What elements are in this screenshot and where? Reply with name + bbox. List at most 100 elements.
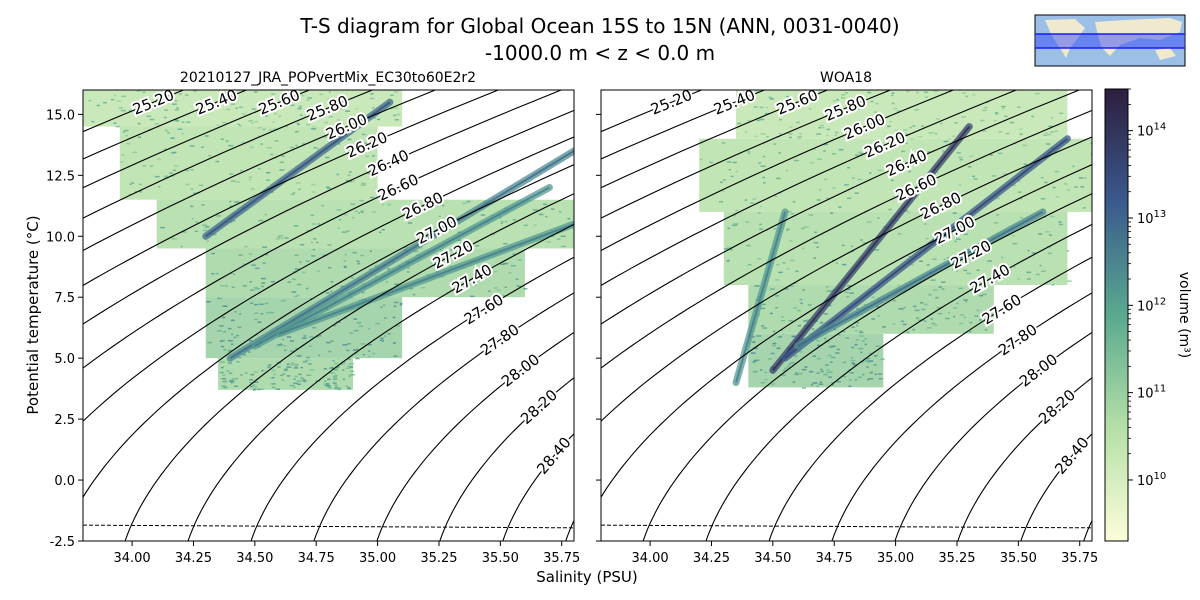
left-plot-frame: [82, 89, 575, 542]
ts-volume-speckle: [88, 90, 401, 128]
left-panel-title: 20210127_JRA_POPvertMix_EC30to60E2r2: [180, 70, 476, 86]
right-panel-title: WOA18: [820, 70, 872, 86]
colorbar-gradient: [1104, 88, 1129, 542]
isopycnal-line: [705, 223, 1092, 541]
isopycnal-label: 28.20: [1035, 386, 1079, 428]
y-tick-label: 12.5: [46, 169, 75, 184]
left-y-axis: -2.5 0.0 2.5 5.0 7.5 10.0 12.5 15.0: [46, 108, 83, 550]
ts-volume-speckle: [750, 334, 885, 389]
x-tick-label: 34.75: [298, 551, 335, 566]
isopycnal-line: [1020, 432, 1092, 541]
isopycnal-line: [83, 90, 499, 287]
freezing-point-line: [83, 524, 574, 529]
ts-volume-ridge-core: [784, 137, 1069, 359]
x-tick-label: 34.00: [113, 551, 150, 566]
right-plot-frame: [600, 89, 1093, 542]
isopycnal-label: 28.00: [1016, 350, 1061, 390]
x-tick-label: 34.75: [816, 551, 853, 566]
ts-volume-region: [748, 333, 884, 388]
right-x-axis: 34.00 34.25 34.50 34.75 35.00 35.25 35.50 35.75: [631, 541, 1098, 566]
ts-volume-ridge-core: [229, 150, 574, 360]
isopycnal-label: 27.80: [995, 320, 1041, 359]
isopycnal-line: [601, 109, 1092, 369]
ts-volume-speckle: [206, 297, 403, 360]
colorbar-tick-label: 1010: [1137, 471, 1166, 489]
x-tick-label: 35.75: [543, 551, 580, 566]
isopycnal-line: [439, 377, 574, 541]
isopycnal-line: [601, 136, 1092, 422]
isopycnal-line: [601, 90, 891, 219]
y-tick-label: 2.5: [54, 413, 75, 428]
x-tick-label: 35.00: [359, 551, 396, 566]
isopycnal-line: [124, 193, 574, 541]
ts-volume-speckle: [218, 358, 355, 391]
isopycnal-line: [83, 90, 373, 219]
x-tick-label: 34.25: [175, 551, 212, 566]
ts-volume-region: [218, 358, 354, 390]
ts-volume-ridge-core: [735, 211, 787, 383]
isopycnal-line: [502, 432, 574, 541]
right-density-contours: [601, 90, 1092, 541]
isopycnal-line: [601, 90, 954, 252]
isopycnal-line: [894, 331, 1092, 541]
isopycnal-label: 28.40: [1051, 434, 1093, 478]
isopycnal-line: [642, 193, 1092, 541]
colorbar-tick-label: 1012: [1137, 296, 1166, 314]
x-tick-label: 35.50: [482, 551, 519, 566]
isopycnal-line: [831, 292, 1092, 541]
isopycnal-line: [601, 90, 1017, 287]
x-tick-label: 35.25: [420, 551, 457, 566]
x-tick-label: 35.50: [1000, 551, 1037, 566]
colorbar-ticks: 1010 1011 1012 1013 1014: [1128, 88, 1166, 489]
right-y-axis: [596, 113, 601, 542]
y-tick-label: 5.0: [54, 352, 75, 367]
isopycnal-line: [83, 90, 436, 252]
ts-volume-ridge-core: [279, 223, 574, 335]
ts-volume-region: [83, 90, 403, 127]
isopycnal-line: [601, 164, 1092, 499]
x-tick-label: 34.50: [236, 551, 273, 566]
isopycnal-line: [601, 90, 1080, 325]
isopycnal-line: [187, 223, 574, 541]
y-tick-label: 10.0: [46, 230, 75, 245]
y-axis-label: Potential temperature (°C): [24, 215, 42, 414]
y-tick-label: 15.0: [46, 108, 75, 123]
ts-volume-ridge-core: [772, 125, 971, 371]
ts-volume-ridge-core: [796, 211, 1044, 347]
right-volume-heatmap: [699, 90, 1092, 389]
isopycnal-label: 28.40: [533, 434, 575, 478]
isopycnal-line: [83, 109, 574, 369]
colorbar-tick-label: 1011: [1137, 384, 1166, 402]
freezing-point-line: [601, 524, 1092, 529]
isopycnal-label: 28.00: [498, 350, 543, 390]
left-x-axis: 34.00 34.25 34.50 34.75 35.00 35.25 35.50 35.75: [113, 541, 580, 566]
right-ts-panel: 25.20 25.40 25.60 25.8026.0026.2026.4026.60…: [596, 86, 1098, 566]
figure-title-line1: T-S diagram for Global Ocean 15S to 15N …: [299, 14, 899, 38]
isopycnal-line: [83, 136, 574, 422]
ts-volume-ridge-core: [254, 186, 550, 347]
isopycnal-line: [83, 90, 310, 189]
x-tick-label: 34.00: [631, 551, 668, 566]
world-map-region-icon: [1034, 14, 1186, 67]
colorbar-tick-label: 1013: [1137, 209, 1166, 227]
x-tick-label: 35.00: [877, 551, 914, 566]
y-tick-label: 7.5: [54, 291, 75, 306]
isopycnal-line: [768, 256, 1092, 541]
x-tick-label: 35.75: [1061, 551, 1098, 566]
isopycnal-line: [376, 331, 574, 541]
x-axis-label: Salinity (PSU): [536, 568, 638, 586]
isopycnal-label: 25.20: [648, 86, 695, 119]
figure-title-line2: -1000.0 m < z < 0.0 m: [485, 41, 715, 65]
isopycnal-line: [83, 90, 562, 325]
isopycnal-line: [83, 164, 574, 499]
ts-volume-speckle: [700, 140, 1092, 214]
volume-colorbar: 1010 1011 1012 1013 1014 volume (m³): [1104, 88, 1192, 542]
x-tick-label: 34.50: [754, 551, 791, 566]
isopycnal-label: 27.80: [477, 320, 523, 359]
isopycnal-line: [250, 256, 574, 541]
colorbar-label: volume (m³): [1176, 272, 1192, 359]
x-tick-label: 35.25: [938, 551, 975, 566]
isopycnal-label: 28.20: [517, 386, 561, 428]
y-tick-label: 0.0: [54, 474, 75, 489]
